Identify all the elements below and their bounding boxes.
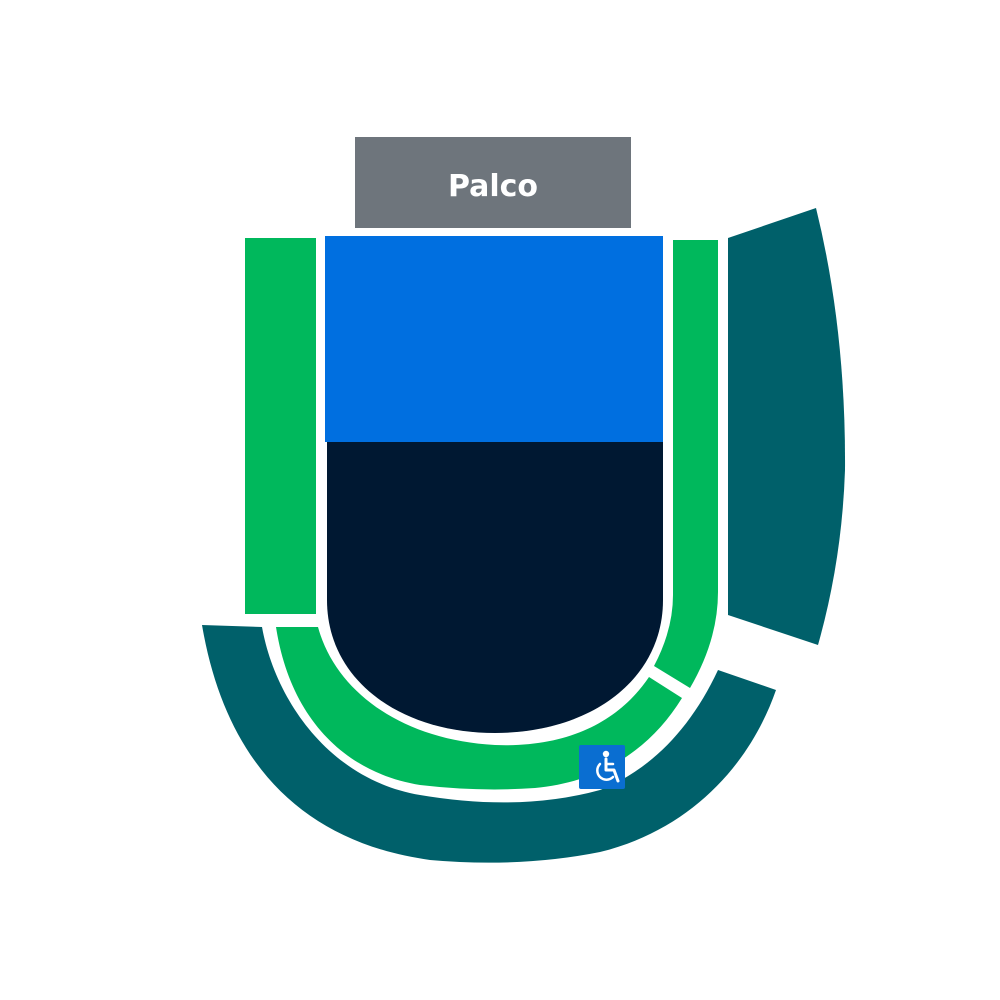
stage: Palco xyxy=(355,137,631,228)
wheelchair-wheel-mark xyxy=(596,762,615,781)
lower-tier-left-section[interactable] xyxy=(245,238,316,614)
upper-tier-bottom-section[interactable] xyxy=(202,625,776,863)
floor-front-section[interactable] xyxy=(325,236,663,442)
lower-tier-right-section[interactable] xyxy=(654,240,718,688)
upper-tier-right-section[interactable] xyxy=(728,208,846,645)
wheelchair-icon[interactable] xyxy=(579,745,625,789)
wheelchair-head-mark xyxy=(602,750,610,758)
stage-block xyxy=(355,137,631,228)
stage-label: Palco xyxy=(448,169,538,204)
floor-rear-section[interactable] xyxy=(327,442,663,733)
